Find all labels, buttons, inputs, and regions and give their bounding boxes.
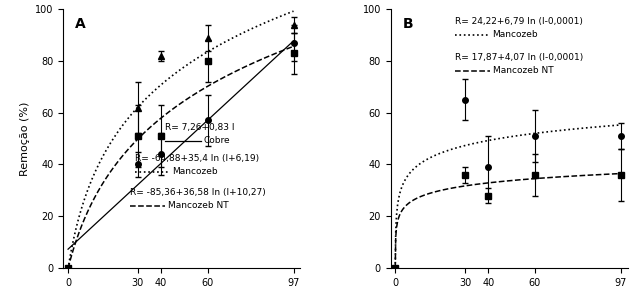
- Y-axis label: Remoção (%): Remoção (%): [20, 101, 30, 176]
- Text: Mancozeb: Mancozeb: [493, 30, 538, 39]
- Text: B: B: [403, 17, 413, 31]
- Text: Mancozeb NT: Mancozeb NT: [493, 66, 553, 75]
- Text: R= 24,22+6,79 ln (I-0,0001): R= 24,22+6,79 ln (I-0,0001): [455, 17, 583, 26]
- Text: Cobre: Cobre: [204, 136, 230, 145]
- Text: Mancozeb NT: Mancozeb NT: [168, 201, 228, 210]
- Text: R= -85,36+36,58 ln (I+10,27): R= -85,36+36,58 ln (I+10,27): [130, 188, 266, 197]
- Text: R= 17,87+4,07 ln (I-0,0001): R= 17,87+4,07 ln (I-0,0001): [455, 53, 583, 62]
- Text: R= 7,26+0,83 I: R= 7,26+0,83 I: [165, 123, 235, 132]
- Text: A: A: [75, 17, 86, 31]
- Text: R= -64,88+35,4 ln (I+6,19): R= -64,88+35,4 ln (I+6,19): [134, 154, 259, 163]
- Text: Mancozeb: Mancozeb: [172, 167, 218, 176]
